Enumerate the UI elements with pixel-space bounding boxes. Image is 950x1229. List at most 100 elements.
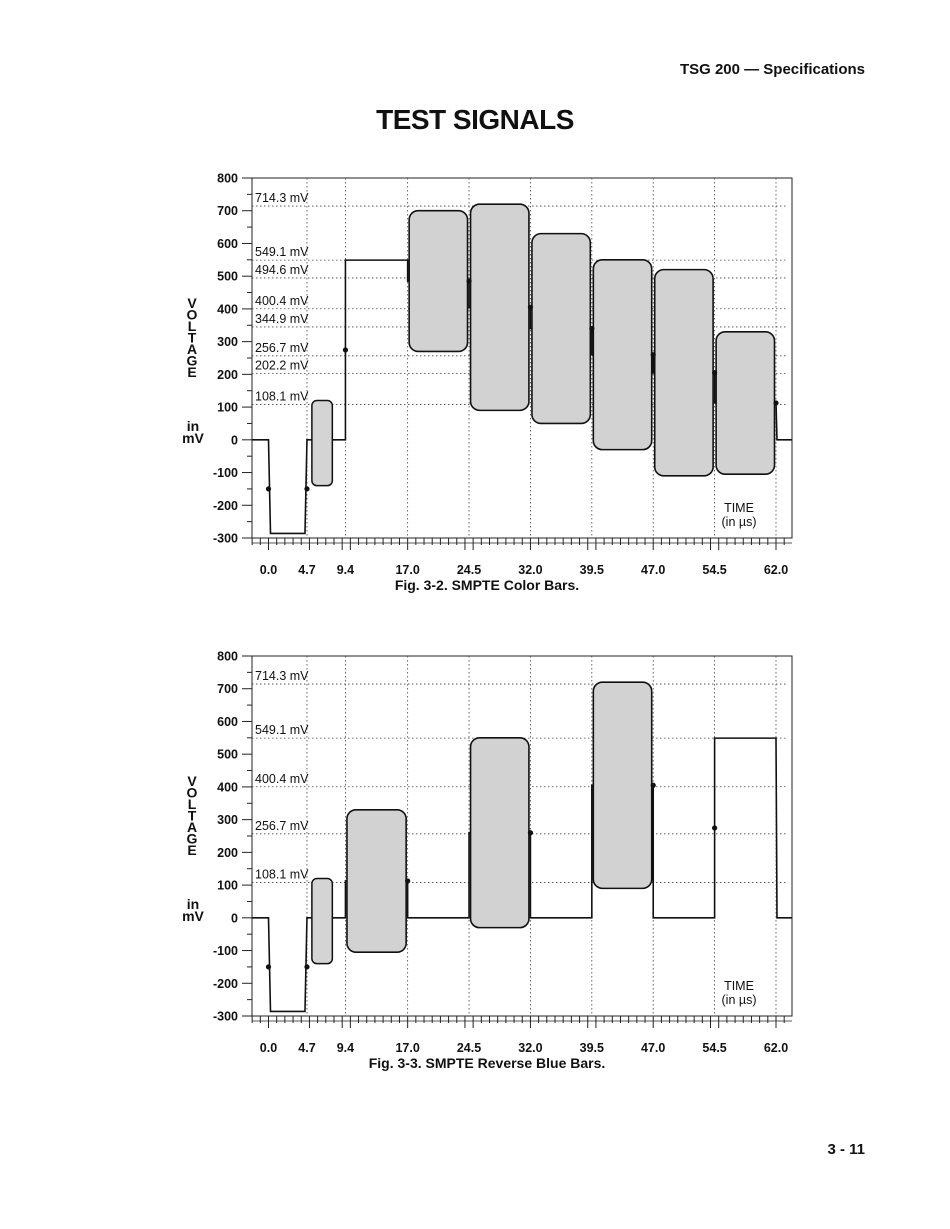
measurement-point [527,830,534,836]
y-tick-label: 400 [217,302,238,316]
measurement-point [527,304,534,310]
y-axis-label-letter: E [187,364,196,380]
level-label: 344.9 mV [255,312,309,326]
level-label: 549.1 mV [255,723,309,737]
level-label: 549.1 mV [255,245,309,259]
chroma-bar-envelope [469,203,530,412]
level-label: 108.1 mV [255,867,309,881]
smpte-color-bars-chart: 800 700 600 500 400 300 200 100 0 -100 -200 -300 VOL… [182,172,793,593]
x-tick-label: 24.5 [457,563,481,577]
measurement-point [712,370,718,376]
measurement-point [405,878,411,884]
color-burst-envelope [311,877,334,965]
chroma-bar-envelope [653,268,714,477]
x-tick-label: 9.4 [337,563,354,577]
chroma-bar-envelope [346,809,407,953]
measurement-point [466,278,472,284]
y-tick-label: 500 [217,270,238,284]
y-tick-label: 0 [231,433,238,447]
x-tick-label: 54.5 [702,1041,726,1055]
page-title: TEST SIGNALS [376,104,574,135]
x-axis-label: (in µs) [722,515,757,529]
y-tick-label: -300 [213,532,238,546]
y-tick-label: 100 [217,879,238,893]
chroma-bar-envelope [531,232,592,425]
measurement-point [265,486,272,492]
y-tick-label: 700 [217,682,238,696]
x-tick-label: 39.5 [580,1041,604,1055]
y-tick-label: -100 [213,944,238,958]
measurement-point [650,782,656,788]
y-tick-label: 100 [217,401,238,415]
y-axis-unit: mV [182,908,204,924]
y-tick-label: 600 [217,237,238,251]
x-tick-label: 24.5 [457,1041,481,1055]
x-tick-label: 39.5 [580,563,604,577]
x-tick-label: 47.0 [641,1041,665,1055]
color-burst-envelope [311,399,334,487]
y-axis-label-letter: L [188,796,197,812]
page-number: 3 - 11 [827,1141,865,1158]
y-axis-label-letter: A [187,819,197,835]
level-label: 256.7 mV [255,819,309,833]
measurement-point [712,825,718,831]
level-label: 400.4 mV [255,294,309,308]
chroma-bar-envelope [715,331,776,475]
y-axis-label-letter: L [188,318,197,334]
y-axis-unit: in [187,418,199,434]
x-tick-label: 4.7 [298,563,315,577]
level-label: 202.2 mV [255,359,309,373]
chroma-bar-envelope [408,209,469,353]
level-label: 400.4 mV [255,772,309,786]
chroma-bar-envelope [469,737,530,929]
x-tick-label: 0.0 [260,1041,277,1055]
x-tick-label: 62.0 [764,563,788,577]
x-axis-label: TIME [724,501,754,515]
level-label: 256.7 mV [255,341,309,355]
y-tick-label: -200 [213,499,238,513]
y-axis-label-letter: G [187,830,198,846]
measurement-point [304,964,310,970]
level-label: 714.3 mV [255,191,309,205]
y-tick-label: 600 [217,715,238,729]
x-tick-label: 47.0 [641,563,665,577]
measurement-point [304,486,310,492]
x-axis-label: TIME [724,979,754,993]
y-axis-label-letter: A [187,341,197,357]
x-axis-label: (in µs) [722,993,757,1007]
x-tick-label: 62.0 [764,1041,788,1055]
chroma-bar-envelope [592,259,653,451]
y-tick-label: -200 [213,977,238,991]
x-tick-label: 0.0 [260,563,277,577]
measurement-point [773,400,779,406]
x-tick-label: 9.4 [337,1041,354,1055]
y-tick-label: 200 [217,846,238,860]
y-axis-unit: in [187,896,199,912]
level-label: 714.3 mV [255,669,309,683]
y-axis-label-letter: O [187,306,198,322]
x-tick-label: 4.7 [298,1041,315,1055]
chroma-bar-envelope [592,681,653,890]
y-axis-label-letter: T [188,807,197,823]
y-tick-label: -300 [213,1010,238,1024]
y-tick-label: 400 [217,780,238,794]
x-tick-label: 17.0 [395,563,419,577]
level-label: 108.1 mV [255,389,309,403]
y-axis-label-letter: G [187,352,198,368]
y-tick-label: 200 [217,368,238,382]
y-tick-label: 300 [217,813,238,827]
measurement-point [650,352,656,358]
x-tick-label: 32.0 [518,1041,542,1055]
measurement-point [265,964,272,970]
smpte-reverse-blue-bars-chart: 800 700 600 500 400 300 200 100 0 -100 -200 -300 VOL… [182,650,793,1071]
measurement-point [342,347,349,353]
y-tick-label: -100 [213,466,238,480]
y-axis-label-letter: T [188,329,197,345]
y-tick-label: 500 [217,748,238,762]
x-tick-label: 32.0 [518,563,542,577]
y-tick-label: 300 [217,335,238,349]
level-label: 494.6 mV [255,263,309,277]
y-axis-label-letter: O [187,784,198,800]
x-tick-label: 54.5 [702,563,726,577]
y-tick-label: 800 [217,172,238,186]
